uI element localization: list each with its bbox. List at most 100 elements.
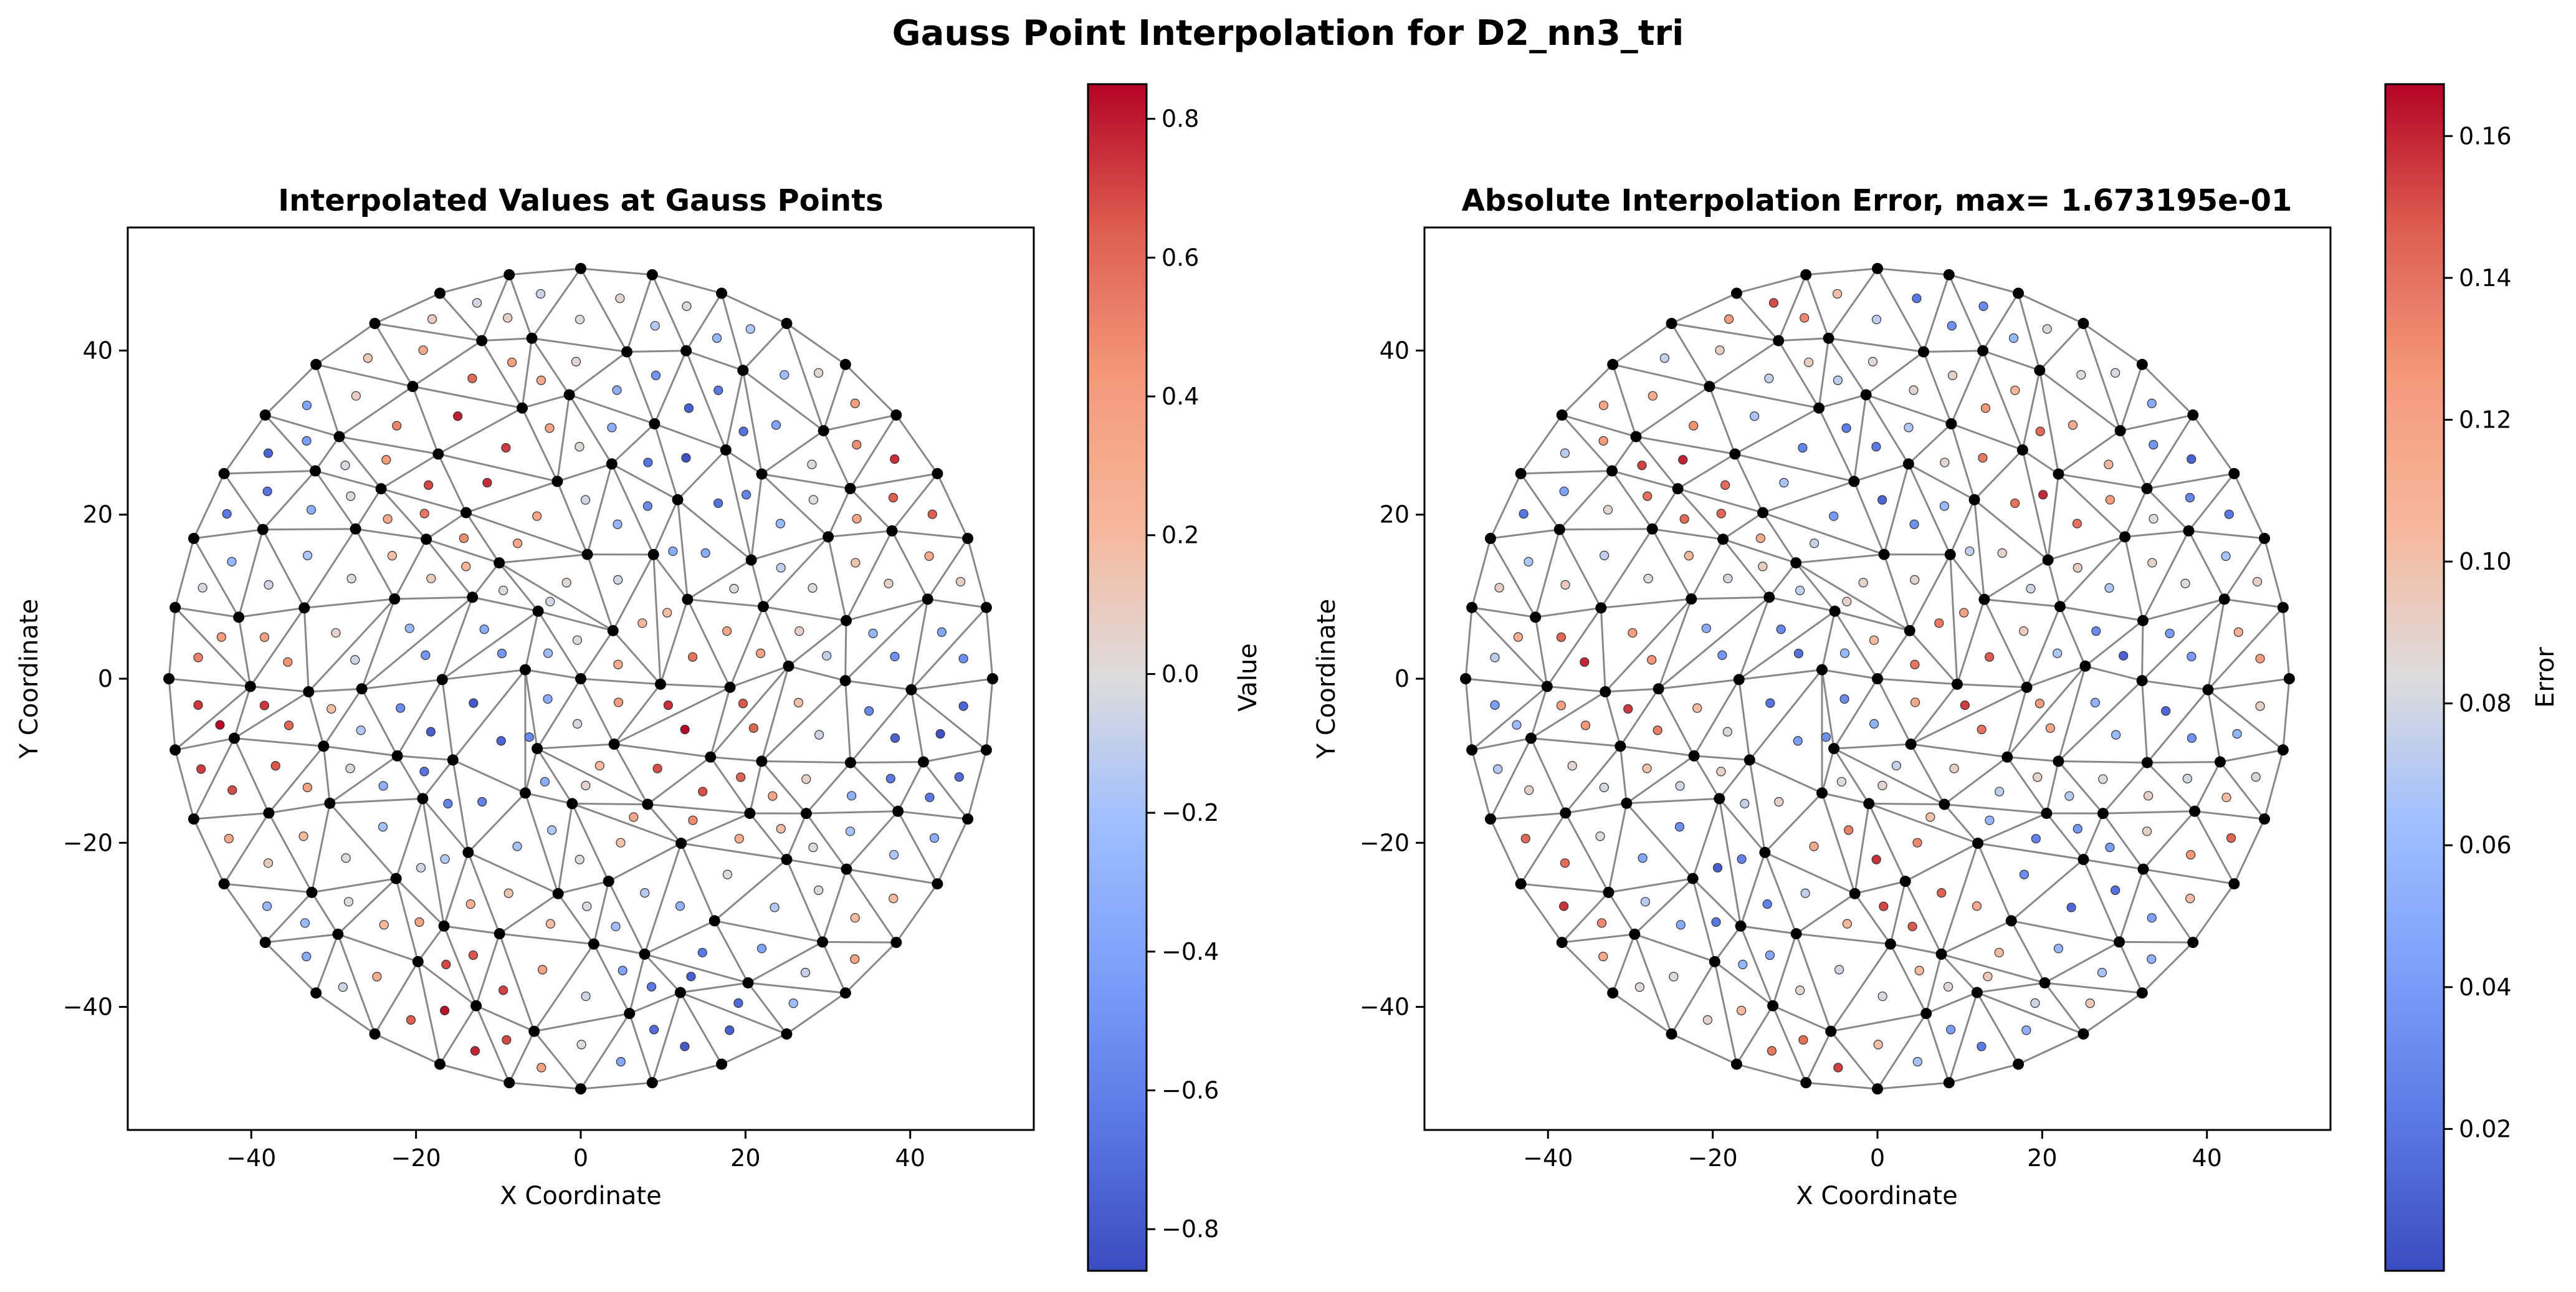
mesh-edge xyxy=(845,530,893,621)
gauss-point xyxy=(472,298,482,308)
mesh-edge xyxy=(417,961,441,1065)
mesh-edge xyxy=(850,472,938,490)
gauss-point xyxy=(2142,826,2152,836)
gauss-point xyxy=(1598,952,1608,962)
mesh-node xyxy=(532,743,543,755)
mesh-edge xyxy=(2146,414,2194,489)
mesh-edge xyxy=(557,892,595,945)
gauss-point xyxy=(652,763,662,773)
mesh-node xyxy=(917,756,929,768)
mesh-edge xyxy=(1692,878,1742,927)
mesh-edge xyxy=(1534,529,1561,618)
mesh-node xyxy=(986,673,998,684)
mesh-node xyxy=(470,1000,482,1012)
mesh-edge xyxy=(1562,414,1636,438)
gauss-point xyxy=(642,501,652,511)
mesh-node xyxy=(980,601,992,613)
gauss-point xyxy=(467,373,477,383)
gauss-point xyxy=(383,514,393,524)
mesh-edge xyxy=(537,743,614,750)
mesh-edge xyxy=(2219,761,2266,820)
gauss-point xyxy=(1909,519,1919,529)
gauss-point xyxy=(1675,781,1685,791)
mesh-edge xyxy=(374,292,441,325)
mesh-node xyxy=(675,838,687,849)
x-axis-ticks: −40 −20 0 20 40 xyxy=(226,1130,925,1172)
mesh-edge xyxy=(1977,842,2084,861)
mesh-edge xyxy=(677,499,689,600)
mesh-edge xyxy=(1718,798,1742,927)
mesh-edge xyxy=(1739,669,1823,681)
gauss-point xyxy=(1946,1025,1956,1035)
gauss-point xyxy=(363,353,373,363)
gauss-point xyxy=(2105,495,2115,505)
gauss-point xyxy=(440,854,450,864)
mesh-edge xyxy=(687,599,731,688)
mesh-edge xyxy=(685,350,743,371)
mesh-edge xyxy=(788,620,847,667)
mesh-edge xyxy=(307,691,325,747)
mesh-edge xyxy=(910,606,987,691)
mesh-edge xyxy=(1854,880,1906,895)
mesh-edge xyxy=(315,470,381,490)
gauss-point xyxy=(1724,314,1734,324)
gauss-point xyxy=(1798,1035,1808,1045)
mesh-edge xyxy=(374,1033,441,1065)
mesh-edge xyxy=(2142,810,2196,870)
mesh-edge xyxy=(823,364,847,431)
gauss-point xyxy=(302,782,312,793)
mesh-edge xyxy=(1709,340,1779,388)
y-tick-label: −40 xyxy=(1360,993,1410,1021)
mesh-edge xyxy=(499,892,559,935)
mesh-node xyxy=(1863,798,1875,810)
gauss-point xyxy=(775,519,786,529)
mesh-node xyxy=(781,317,793,329)
mesh-edge xyxy=(396,679,444,757)
y-tick-label: 40 xyxy=(83,337,113,364)
mesh-edge xyxy=(1949,554,1958,684)
mesh-node xyxy=(1556,409,1568,421)
gauss-point xyxy=(884,578,894,588)
gauss-point xyxy=(629,812,639,822)
mesh-node xyxy=(2042,554,2054,566)
mesh-node xyxy=(2114,425,2126,437)
gauss-point xyxy=(1567,761,1577,771)
mesh-edge xyxy=(1738,679,1751,760)
gauss-point xyxy=(807,459,817,469)
mesh-edge xyxy=(1561,414,1613,472)
gauss-point xyxy=(808,843,818,853)
gauss-point xyxy=(350,655,360,665)
gauss-point xyxy=(852,514,862,524)
mesh-edge xyxy=(355,528,396,600)
gauss-point xyxy=(1764,373,1774,383)
mesh-edge xyxy=(1805,1031,1832,1083)
mesh-node xyxy=(503,1077,515,1089)
mesh-edge xyxy=(2194,810,2265,820)
mesh-node xyxy=(494,557,505,569)
mesh-node xyxy=(532,605,544,617)
gauss-point-layer xyxy=(193,289,968,1073)
mesh-edge xyxy=(680,842,787,861)
mesh-edge xyxy=(174,606,239,618)
mesh-node xyxy=(1515,878,1527,890)
mesh-edge xyxy=(677,449,727,500)
mesh-node xyxy=(1848,476,1860,487)
mesh-edge xyxy=(593,943,645,955)
gauss-point xyxy=(1943,982,1953,992)
colorbar-tick-label: −0.2 xyxy=(1162,799,1219,826)
mesh-edge xyxy=(1883,554,1911,631)
gauss-point xyxy=(387,551,397,561)
gauss-point xyxy=(351,391,361,401)
mesh-edge xyxy=(1677,488,1724,540)
mesh-node xyxy=(1606,465,1618,477)
mesh-edge xyxy=(1600,608,1606,692)
mesh-edge xyxy=(1734,453,1854,482)
mesh-node xyxy=(1553,524,1565,535)
gauss-point xyxy=(2026,583,2036,594)
gauss-point xyxy=(2019,869,2030,879)
mesh-edge xyxy=(1612,992,1672,1035)
mesh-node xyxy=(263,807,275,819)
gauss-point xyxy=(616,838,626,848)
gauss-point xyxy=(2098,774,2108,784)
mesh-edge xyxy=(234,737,324,747)
